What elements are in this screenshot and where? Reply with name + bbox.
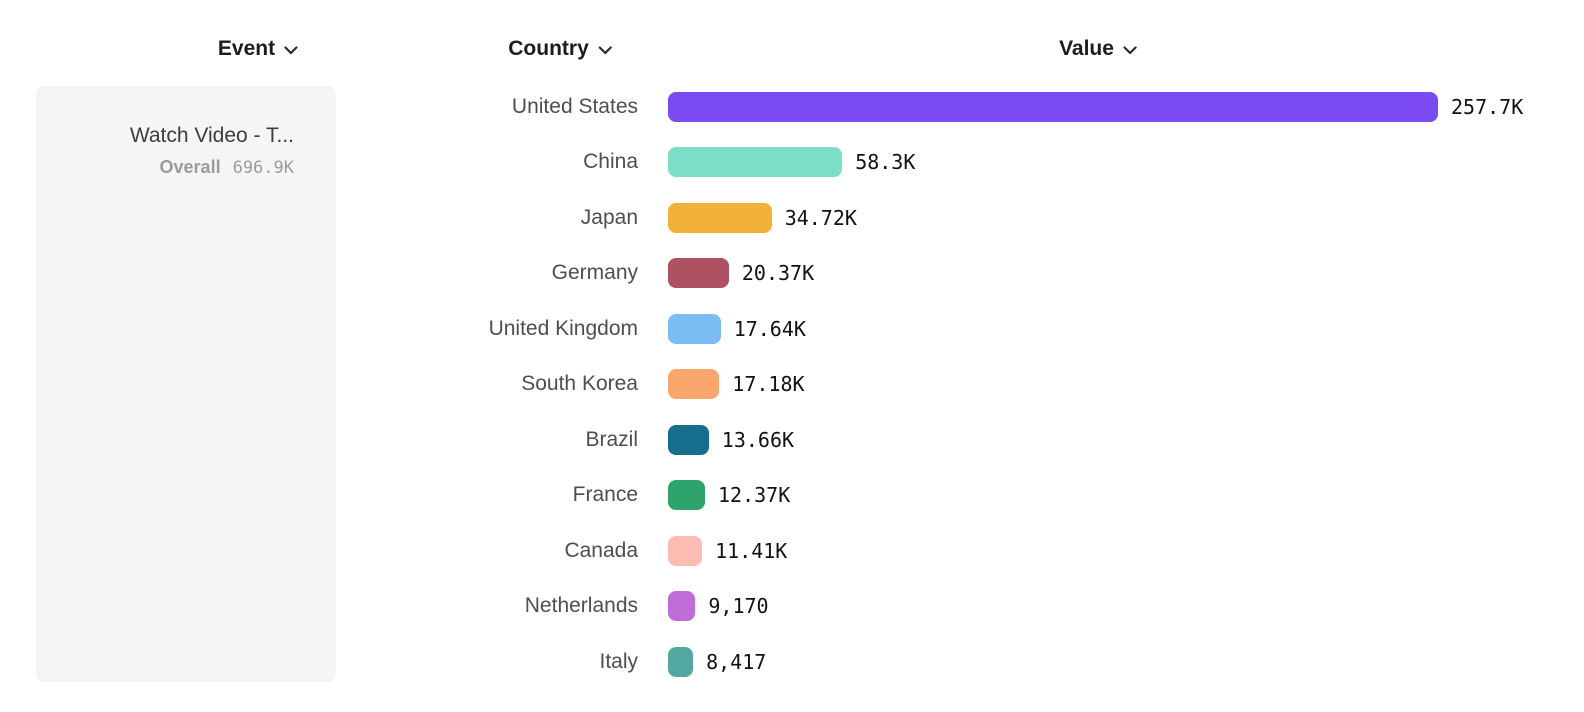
country-label: Brazil [585, 427, 638, 451]
event-column-label: Event [217, 37, 276, 60]
chart-row: United States 257.7K [0, 79, 1584, 135]
chart-row: Japan 34.72K [0, 190, 1584, 246]
bar-area: 257.7K [668, 91, 1524, 122]
country-column-header[interactable]: Country [508, 37, 612, 61]
bar-area: 8,417 [668, 646, 767, 677]
value-bar[interactable] [668, 258, 729, 289]
bar-area: 13.66K [668, 424, 795, 455]
chart-row: Germany 20.37K [0, 246, 1584, 302]
chevron-down-icon [1123, 43, 1137, 55]
chart-row: Brazil 13.66K [0, 412, 1584, 468]
value-label: 8,417 [706, 649, 767, 674]
chart-row: United Kingdom 17.64K [0, 301, 1584, 357]
value-column-label: Value [1059, 37, 1114, 60]
bar-chart-rows: United States 257.7K China 58.3K Japan 3… [0, 79, 1584, 690]
value-bar[interactable] [668, 147, 843, 178]
country-label: Germany [551, 261, 638, 285]
country-label: Japan [580, 205, 638, 229]
event-overall-row: Overall 696.9K [56, 157, 294, 178]
chart-row: France 12.37K [0, 468, 1584, 524]
event-card[interactable]: Watch Video - T... Overall 696.9K [36, 86, 336, 682]
value-bar[interactable] [668, 369, 720, 400]
bar-area: 34.72K [668, 202, 857, 233]
bar-area: 20.37K [668, 258, 815, 289]
country-label: United Kingdom [488, 316, 638, 340]
value-bar[interactable] [668, 313, 721, 344]
chart-row: Canada 11.41K [0, 523, 1584, 579]
event-name: Watch Video - T... [129, 124, 294, 147]
bar-area: 9,170 [668, 591, 769, 622]
value-label: 257.7K [1451, 94, 1524, 119]
country-label: China [583, 150, 638, 174]
value-bar[interactable] [668, 646, 694, 677]
bar-area: 11.41K [668, 535, 788, 566]
bar-area: 58.3K [668, 147, 916, 178]
value-bar[interactable] [668, 424, 709, 455]
country-label: France [572, 483, 638, 507]
value-label: 13.66K [721, 427, 795, 452]
overall-value: 696.9K [232, 158, 294, 178]
chart-row: Italy 8,417 [0, 634, 1584, 690]
overall-label: Overall [159, 157, 221, 177]
value-column-header[interactable]: Value [1059, 37, 1137, 61]
chart-row: Netherlands 9,170 [0, 579, 1584, 635]
value-label: 9,170 [708, 594, 769, 619]
country-label: Netherlands [524, 594, 638, 618]
value-bar[interactable] [668, 91, 1438, 122]
value-bar[interactable] [668, 480, 705, 511]
value-label: 58.3K [855, 150, 916, 175]
bar-area: 12.37K [668, 480, 791, 511]
country-label: Italy [599, 649, 638, 673]
bar-area: 17.64K [668, 313, 806, 344]
bar-area: 17.18K [668, 369, 805, 400]
chevron-down-icon [284, 43, 298, 55]
chevron-down-icon [598, 43, 612, 55]
value-label: 11.41K [715, 538, 788, 563]
event-column-header[interactable]: Event [218, 37, 298, 61]
value-label: 17.64K [733, 316, 806, 341]
country-label: Canada [564, 538, 638, 562]
value-bar[interactable] [668, 591, 696, 622]
value-bar[interactable] [668, 202, 772, 233]
value-label: 34.72K [784, 205, 857, 230]
value-label: 20.37K [741, 261, 815, 286]
chart-row: South Korea 17.18K [0, 357, 1584, 413]
country-column-label: Country [508, 37, 589, 60]
value-label: 17.18K [732, 372, 805, 397]
country-label: United States [511, 94, 638, 118]
value-label: 12.37K [718, 483, 791, 508]
value-bar[interactable] [668, 535, 703, 566]
country-label: South Korea [521, 372, 638, 396]
chart-row: China 58.3K [0, 135, 1584, 191]
